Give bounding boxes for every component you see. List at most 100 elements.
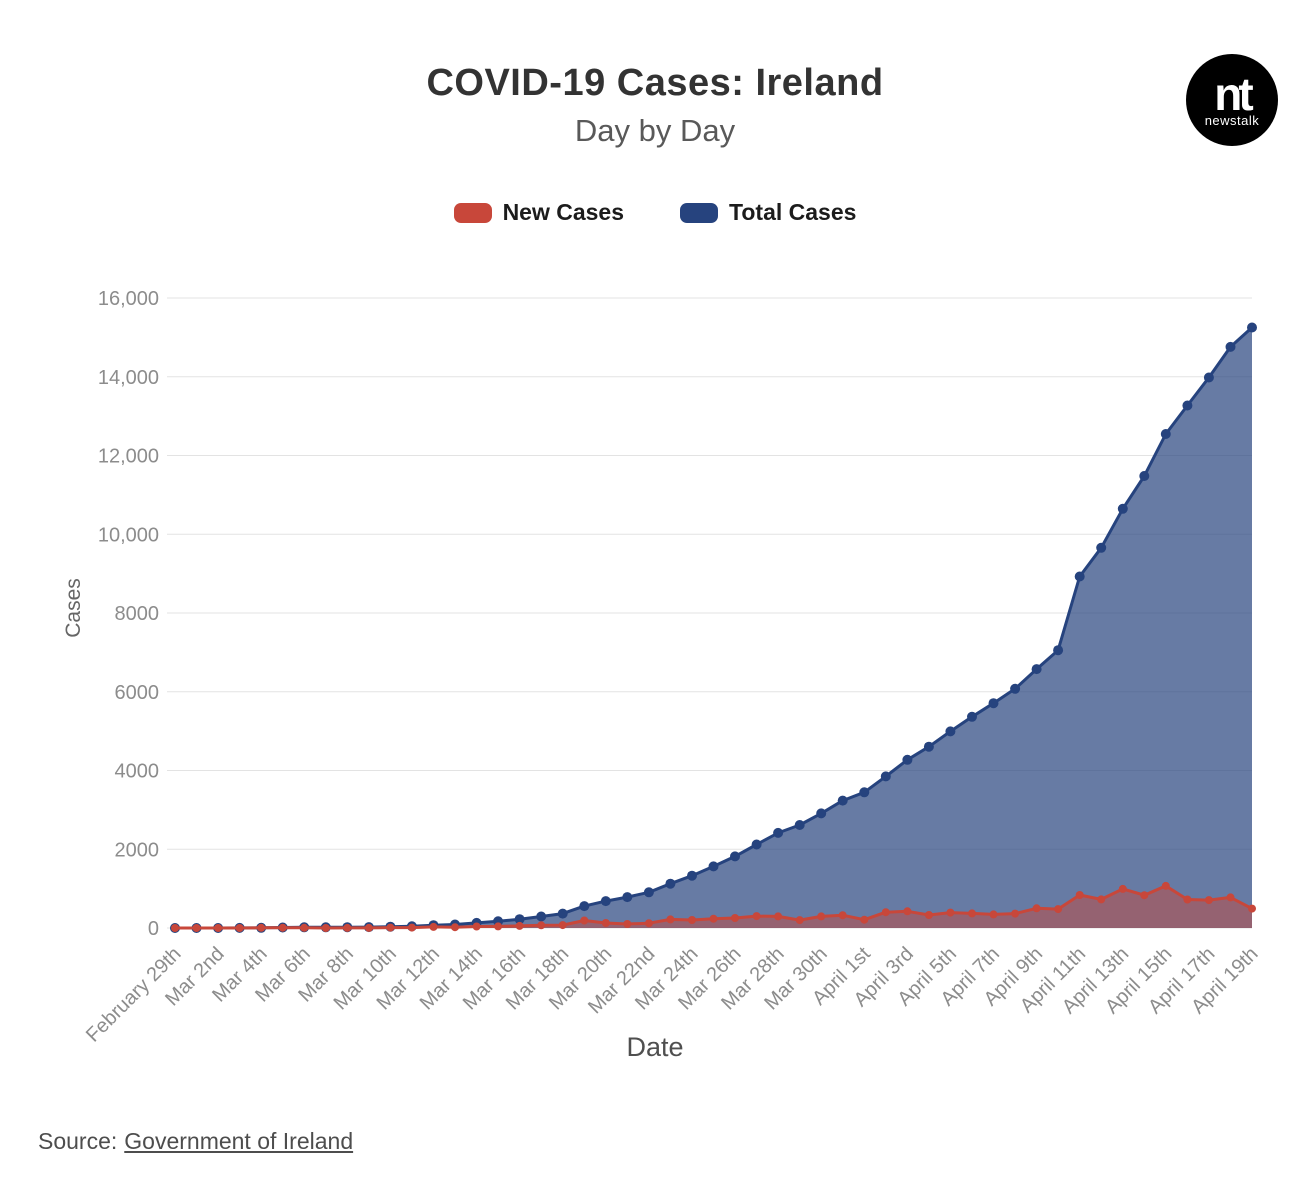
legend-label-total-cases: Total Cases (729, 199, 857, 225)
data-point (600, 896, 611, 907)
data-point (364, 923, 373, 932)
data-point (773, 827, 784, 838)
data-point (1011, 909, 1020, 918)
data-point (1032, 904, 1041, 913)
data-point (601, 919, 610, 927)
data-point (817, 912, 826, 921)
y-tick-label: 10,000 (98, 524, 159, 546)
data-point (1096, 542, 1107, 553)
source-link[interactable]: Government of Ireland (124, 1128, 354, 1154)
data-point (1225, 341, 1236, 352)
source-prefix: Source: (38, 1128, 118, 1154)
data-point (1182, 400, 1193, 411)
new-cases-swatch-icon (453, 202, 492, 223)
legend-item-total-cases[interactable]: Total Cases (680, 199, 856, 226)
data-point (343, 923, 352, 932)
y-axis-title: Cases (62, 578, 85, 638)
x-axis-title: Date (626, 1032, 684, 1062)
data-point (515, 921, 524, 930)
data-point (171, 924, 179, 932)
data-point (1074, 571, 1085, 582)
data-point (1054, 905, 1063, 914)
data-point (751, 839, 762, 850)
data-point (537, 921, 546, 930)
data-point (688, 916, 696, 924)
data-point (774, 912, 783, 921)
y-tick-label: 12,000 (98, 446, 159, 468)
data-point (623, 920, 632, 928)
data-point (1183, 895, 1192, 904)
y-tick-label: 14,000 (98, 367, 159, 389)
newstalk-logo: nt newstalk (1186, 54, 1278, 146)
data-point (1097, 895, 1106, 904)
y-tick-label: 6000 (115, 682, 160, 704)
logo-initials: nt (1214, 67, 1253, 120)
data-point (795, 916, 804, 925)
source-line: Source: Government of Ireland (38, 1128, 353, 1155)
data-point (1247, 322, 1257, 333)
chart-title: COVID-19 Cases: Ireland (426, 62, 884, 104)
data-point (1118, 884, 1127, 893)
data-point (838, 911, 847, 920)
series-area (175, 885, 1252, 928)
data-point (1053, 645, 1064, 656)
data-point (794, 820, 805, 830)
data-point (451, 923, 459, 932)
data-point (321, 924, 330, 932)
legend: New Cases Total Cases (0, 199, 1310, 226)
data-point (1248, 904, 1256, 913)
data-point (192, 924, 201, 932)
data-point (903, 907, 912, 916)
data-point (622, 892, 633, 903)
data-point (665, 878, 676, 889)
data-point (1160, 429, 1171, 439)
data-point (557, 908, 568, 919)
data-point (752, 912, 761, 921)
data-point (558, 921, 567, 930)
data-point (946, 908, 955, 917)
data-point (902, 754, 913, 765)
data-point (860, 915, 869, 924)
data-point (214, 924, 223, 932)
data-point (730, 851, 740, 862)
data-point (923, 741, 934, 752)
data-point (579, 901, 590, 912)
data-point (1140, 891, 1149, 900)
total-cases-swatch-icon (680, 202, 719, 223)
data-point (300, 923, 309, 932)
data-point (968, 909, 976, 918)
y-tick-label: 0 (148, 918, 159, 940)
data-point (880, 771, 891, 782)
y-tick-label: 16,000 (98, 288, 159, 310)
data-point (1010, 683, 1021, 694)
data-point (580, 916, 589, 925)
data-point (709, 914, 718, 923)
data-point (514, 914, 525, 925)
data-point (731, 914, 739, 922)
y-tick-label: 8000 (115, 603, 160, 625)
data-point (989, 910, 998, 919)
data-point (386, 923, 395, 932)
data-point (429, 922, 438, 931)
data-point (1075, 891, 1084, 899)
data-point (967, 711, 977, 722)
legend-item-new-cases[interactable]: New Cases (453, 199, 625, 226)
y-tick-label: 4000 (115, 761, 160, 783)
data-point (1204, 896, 1213, 905)
data-point (407, 923, 416, 932)
data-point (235, 924, 244, 932)
series-area (175, 327, 1252, 928)
data-point (1161, 881, 1170, 890)
data-point (644, 919, 653, 928)
data-point (945, 726, 956, 737)
data-point (988, 698, 999, 709)
data-point (666, 915, 675, 924)
data-point (708, 861, 719, 872)
data-point (687, 870, 697, 881)
data-point (816, 808, 827, 819)
data-point (257, 923, 266, 932)
legend-label-new-cases: New Cases (502, 199, 625, 225)
data-point (472, 922, 481, 931)
